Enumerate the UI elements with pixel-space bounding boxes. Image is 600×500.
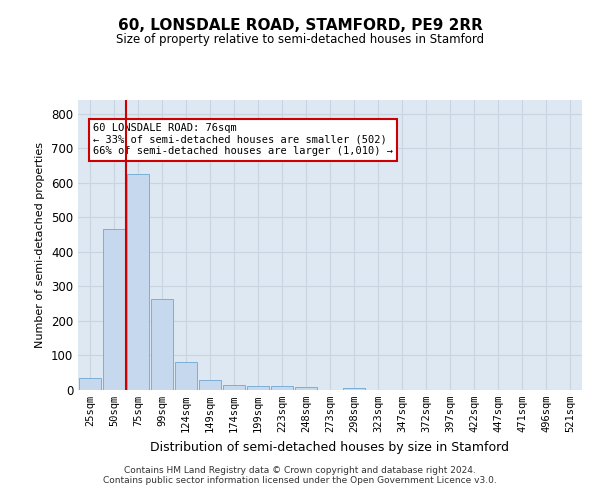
Text: Contains HM Land Registry data © Crown copyright and database right 2024.
Contai: Contains HM Land Registry data © Crown c… (103, 466, 497, 485)
Y-axis label: Number of semi-detached properties: Number of semi-detached properties (35, 142, 46, 348)
Bar (103, 230, 125, 390)
Bar (247, 386, 269, 390)
Bar (175, 362, 197, 390)
Text: 60 LONSDALE ROAD: 76sqm
← 33% of semi-detached houses are smaller (502)
66% of s: 60 LONSDALE ROAD: 76sqm ← 33% of semi-de… (93, 123, 393, 156)
Bar (271, 386, 293, 390)
Bar (223, 385, 245, 390)
Text: 60, LONSDALE ROAD, STAMFORD, PE9 2RR: 60, LONSDALE ROAD, STAMFORD, PE9 2RR (118, 18, 482, 32)
Bar (127, 174, 149, 390)
Bar (199, 380, 221, 390)
Bar (79, 378, 101, 390)
Bar (343, 388, 365, 390)
Bar (295, 387, 317, 390)
Text: Size of property relative to semi-detached houses in Stamford: Size of property relative to semi-detach… (116, 32, 484, 46)
Bar (151, 298, 173, 390)
X-axis label: Distribution of semi-detached houses by size in Stamford: Distribution of semi-detached houses by … (151, 440, 509, 454)
